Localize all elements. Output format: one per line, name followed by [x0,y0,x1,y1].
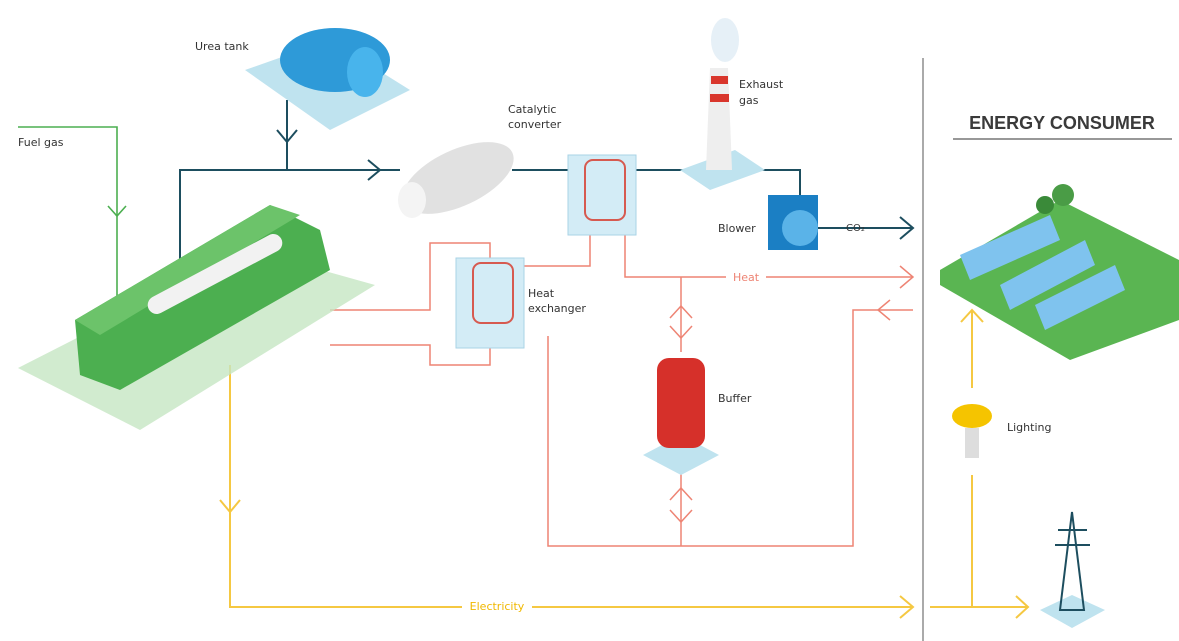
electricity-line [230,365,913,607]
label: Urea tank [195,40,249,53]
label: Lighting [1007,421,1051,434]
catalytic-converter [392,127,524,228]
pylon [1040,512,1105,628]
label: Catalytic [508,103,556,116]
heat-line [548,310,913,546]
flow-label: CO₂ [846,223,865,234]
label: Buffer [718,392,752,405]
label: Fuel gas [18,136,64,149]
diagram: ENERGY CONSUMER [0,0,1179,641]
section-title: ENERGY CONSUMER [969,113,1155,133]
blower [768,195,818,250]
urea-tank [245,28,410,130]
label: Heat [528,287,555,300]
flow-label: Heat [733,271,760,284]
label: exchanger [528,302,586,315]
label: converter [508,118,562,131]
body: ENERGY CONSUMER [0,0,1179,641]
fuel-line [18,127,117,300]
label: gas [739,94,759,107]
heat-line [520,232,590,266]
light-bulb [952,404,992,458]
greenhouse [940,184,1179,360]
flow-label: Electricity [470,600,525,613]
page: Energy consumer diagram {"title": "ENERG… [0,0,1179,641]
label: Exhaust [739,78,784,91]
heat-exchanger-2 [456,258,524,348]
engine [18,205,375,430]
heat-exchanger-1 [568,155,636,235]
label: Blower [718,222,756,235]
buffer [643,358,719,475]
